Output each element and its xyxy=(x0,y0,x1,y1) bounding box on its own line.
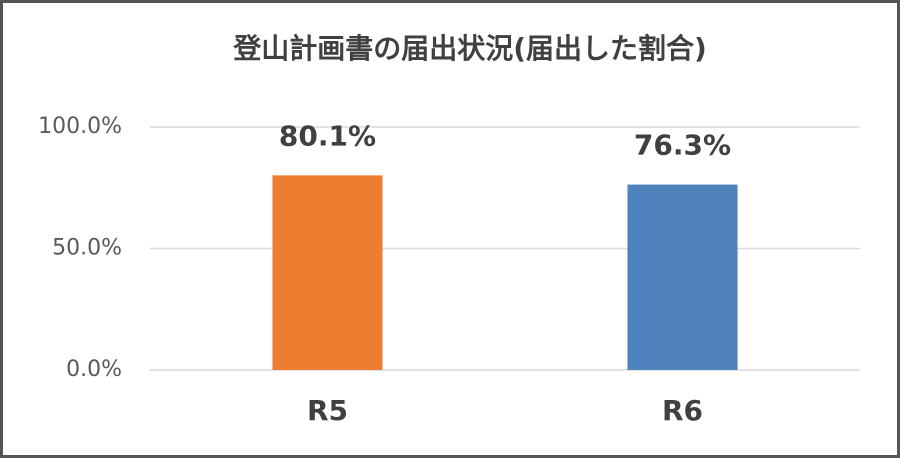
y-tick-label: 0.0% xyxy=(66,357,122,382)
y-tick-label: 100.0% xyxy=(38,114,122,139)
bar xyxy=(627,184,738,370)
chart-title: 登山計画書の届出状況(届出した割合) xyxy=(232,32,707,65)
value-label: 80.1% xyxy=(279,119,376,152)
x-tick-label: R5 xyxy=(307,394,348,427)
y-tick-label: 50.0% xyxy=(52,236,122,261)
bar xyxy=(272,175,383,370)
value-label: 76.3% xyxy=(634,129,731,162)
x-tick-label: R6 xyxy=(662,394,703,427)
